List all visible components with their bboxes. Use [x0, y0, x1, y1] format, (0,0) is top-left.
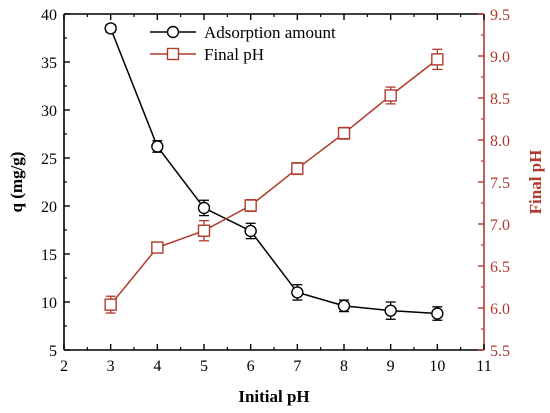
series-2	[104, 48, 444, 314]
x-tick-label: 5	[200, 358, 208, 375]
x-tick-label: 10	[429, 358, 445, 375]
legend: Adsorption amount Final pH	[150, 23, 336, 64]
y-left-tick-label: 20	[41, 199, 57, 216]
y-right-tick-label: 5.5	[490, 343, 510, 360]
y-left-tick-label: 35	[41, 55, 57, 72]
data-point	[244, 199, 257, 212]
y-right-tick-label: 9.5	[490, 7, 510, 24]
y-left-tick-label: 5	[49, 343, 57, 360]
y-left-axis-label: q (mg/g)	[7, 152, 26, 213]
y-right-tick-label: 6.5	[490, 259, 510, 276]
legend-item: Final pH	[150, 45, 264, 64]
y-left-tick-label: 10	[41, 295, 57, 312]
y-right-tick-label: 7.5	[490, 175, 510, 192]
data-point	[104, 22, 117, 35]
legend-marker	[166, 25, 180, 39]
x-axis-label: Initial pH	[238, 387, 309, 406]
data-point	[197, 224, 211, 237]
y-right-axis-label: Final pH	[526, 150, 545, 215]
axes-group: 2 3 4 5 6 7 8 9 10 11 5 10 15 20 25 30 35 40 5.5 6.0 6.5 7.0 7…	[7, 7, 545, 406]
y-right-tick-label: 6.0	[490, 301, 510, 318]
data-point	[104, 298, 117, 311]
series-layer	[104, 22, 444, 321]
series-line	[109, 28, 438, 315]
data-point	[431, 53, 444, 66]
y-left-tick-label: 25	[41, 151, 57, 168]
data-point	[291, 286, 304, 299]
y-right-tick-label: 8.5	[490, 91, 510, 108]
data-point	[384, 304, 397, 317]
x-tick-label: 9	[387, 358, 395, 375]
series-line	[110, 58, 438, 306]
y-left-tick-label: 30	[41, 103, 57, 120]
data-point	[151, 241, 164, 254]
series-1	[104, 22, 444, 321]
data-point	[431, 307, 444, 320]
y-right-tick-label: 9.0	[490, 49, 510, 66]
legend-item: Adsorption amount	[150, 23, 336, 42]
data-point	[151, 140, 164, 153]
y-right-tick-label: 7.0	[490, 217, 510, 234]
x-tick-label: 7	[293, 358, 301, 375]
legend-label: Adsorption amount	[204, 23, 336, 42]
x-tick-label: 11	[476, 358, 491, 375]
legend-label: Final pH	[204, 45, 264, 64]
data-point	[337, 299, 351, 313]
data-point	[291, 162, 304, 175]
y-left-tick-label: 15	[41, 247, 57, 264]
y-right-tick-label: 8.0	[490, 133, 510, 150]
x-tick-label: 3	[107, 358, 115, 375]
x-tick-label: 6	[247, 358, 255, 375]
x-tick-label: 2	[60, 358, 68, 375]
y-left-tick-label: 40	[41, 7, 57, 24]
data-point	[197, 201, 211, 215]
data-point	[244, 224, 257, 238]
data-point	[337, 127, 351, 140]
data-point	[384, 89, 397, 102]
x-tick-label: 4	[153, 358, 161, 375]
x-tick-label: 8	[340, 358, 348, 375]
legend-marker	[166, 47, 180, 61]
